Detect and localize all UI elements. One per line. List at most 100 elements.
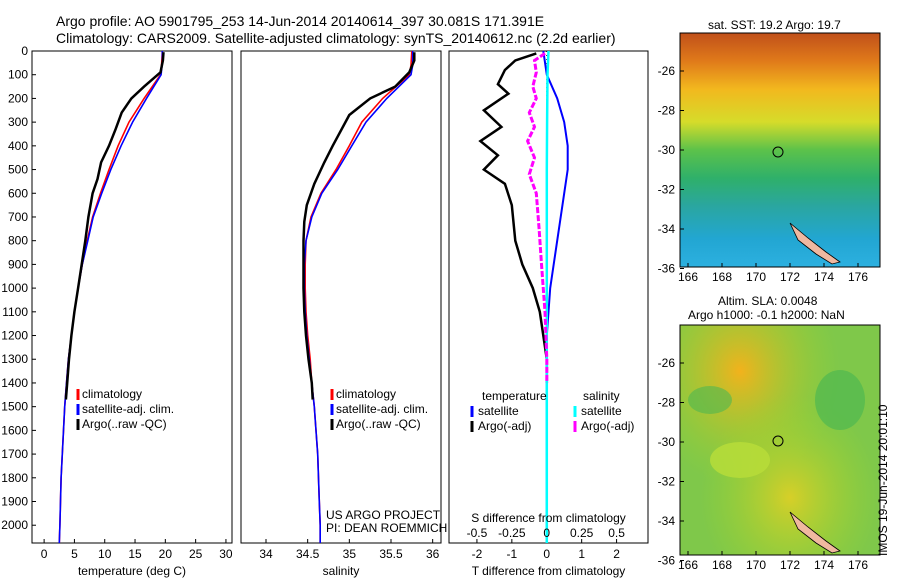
x-tick-label: 15 <box>128 547 142 561</box>
map-x-tick-label-sla: 176 <box>848 558 868 572</box>
panel-frame-2 <box>240 50 442 544</box>
map-y-tick-label-sla: -34 <box>658 514 676 528</box>
sla-map-title-1: Altim. SLA: 0.0048 <box>718 294 818 308</box>
sst-argo-marker <box>772 146 784 158</box>
map-x-tick-label-sla: 172 <box>780 558 800 572</box>
pi-credit: PI: DEAN ROEMMICH <box>326 521 448 535</box>
depth-tick-label: 1500 <box>1 400 28 414</box>
s-diff-tick-label: 0 <box>543 526 550 540</box>
project-credit: US ARGO PROJECT <box>326 508 441 522</box>
panel-frame-1 <box>31 50 233 544</box>
sla-map-frame <box>679 324 881 556</box>
map-y-tick-label-sst: -34 <box>658 222 676 236</box>
depth-tick-label: 1000 <box>1 281 28 295</box>
series-climatology-line-1 <box>58 50 164 544</box>
depth-tick-label: 300 <box>8 115 28 129</box>
map-x-tick-label-sst: 174 <box>814 270 834 284</box>
series-diff-line-4 <box>525 52 549 383</box>
x-tick-label: 0 <box>41 547 48 561</box>
depth-tick-label: 1400 <box>1 376 28 390</box>
legend-label: satellite <box>581 404 622 418</box>
map-x-tick-label-sst: 170 <box>746 270 766 284</box>
sst-map <box>679 32 881 268</box>
depth-tick-label: 400 <box>8 139 28 153</box>
s-diff-tick-label: 0.5 <box>608 526 625 540</box>
legend-label: Argo(..raw -QC) <box>336 417 421 431</box>
s-diff-tick-label: 0.25 <box>570 526 594 540</box>
x-tick-label: 36 <box>426 547 440 561</box>
map-x-tick-label-sst: 172 <box>780 270 800 284</box>
x-tick-label: 34 <box>259 547 273 561</box>
title-line-2: Climatology: CARS2009. Satellite-adjuste… <box>56 30 616 46</box>
series-diff-line-3 <box>545 50 550 543</box>
depth-tick-label: 1200 <box>1 329 28 343</box>
legend-label: Argo(-adj) <box>478 419 531 433</box>
timestamp-stamp: IMOS 19-Jun-2014 20:01:10 <box>876 404 890 556</box>
depth-tick-label: 2000 <box>1 518 28 532</box>
map-y-tick-label-sla: -32 <box>658 475 676 489</box>
s-diff-tick-label: -0.25 <box>498 526 526 540</box>
depth-tick-label: 1100 <box>2 305 28 319</box>
depth-tick-label: 1600 <box>1 423 28 437</box>
sst-map-field <box>680 33 880 267</box>
x-tick-label: 35 <box>343 547 357 561</box>
sst-coastline <box>789 222 841 265</box>
legend-label: Argo(-adj) <box>581 419 634 433</box>
map-x-tick-label-sla: 170 <box>746 558 766 572</box>
sla-map <box>679 324 881 556</box>
x-tick-label: 2 <box>613 547 620 561</box>
sla-map-title-2: Argo h1000: -0.1 h2000: NaN <box>688 308 845 322</box>
map-x-tick-label-sla: 166 <box>678 558 698 572</box>
map-y-tick-label-sst: -26 <box>658 64 676 78</box>
map-y-tick-label-sst: -28 <box>658 104 676 118</box>
series-argo-line-1 <box>64 52 165 400</box>
series-climatology-line-2 <box>304 50 413 543</box>
depth-tick-label: 1700 <box>1 447 28 461</box>
x-tick-label: -1 <box>507 547 518 561</box>
legend-label: climatology <box>336 387 396 401</box>
map-x-tick-label-sst: 168 <box>712 270 732 284</box>
s-diff-tick-label: -0.5 <box>467 526 488 540</box>
map-y-tick-label-sst: -30 <box>658 143 676 157</box>
map-y-tick-label-sla: -36 <box>658 554 676 568</box>
map-y-tick-label-sla: -30 <box>658 435 676 449</box>
depth-tick-label: 1300 <box>1 352 28 366</box>
map-x-tick-label-sla: 174 <box>814 558 834 572</box>
map-y-tick-label-sst: -36 <box>658 262 676 276</box>
map-x-tick-label-sst: 166 <box>678 270 698 284</box>
depth-tick-label: 500 <box>8 163 28 177</box>
map-x-tick-label-sla: 168 <box>712 558 732 572</box>
legend-t-head: temperature <box>482 389 547 403</box>
depth-tick-label: 1900 <box>1 495 28 509</box>
series-diff-line-2 <box>478 52 549 383</box>
depth-tick-label: 100 <box>8 68 28 82</box>
series-satellite-line-1 <box>58 51 164 544</box>
sla-argo-marker <box>772 435 784 447</box>
x-tick-label: -2 <box>472 547 483 561</box>
x-axis-label: temperature (deg C) <box>78 564 186 578</box>
x-tick-label: 34.5 <box>296 547 320 561</box>
x-tick-label: 1 <box>578 547 585 561</box>
depth-tick-label: 200 <box>8 91 28 105</box>
sla-coastline <box>789 511 841 554</box>
x-tick-label: 20 <box>159 547 173 561</box>
map-y-tick-label-sla: -26 <box>658 356 676 370</box>
series-argo-line-2 <box>302 52 416 400</box>
legend-label: satellite-adj. clim. <box>82 402 174 416</box>
depth-tick-label: 800 <box>8 234 28 248</box>
x-axis-label: T difference from climatology <box>472 564 626 578</box>
x-tick-label: 35.5 <box>379 547 403 561</box>
s-diff-axis-label: S difference from climatology <box>471 511 626 525</box>
series-satellite-line-2 <box>303 51 414 543</box>
panel-frame-3 <box>448 50 649 544</box>
depth-tick-label: 600 <box>8 186 28 200</box>
x-tick-label: 0 <box>543 547 550 561</box>
depth-tick-label: 1800 <box>1 471 28 485</box>
x-tick-label: 25 <box>189 547 203 561</box>
legend-label: Argo(..raw -QC) <box>82 417 167 431</box>
series-diff-line-1 <box>542 50 569 543</box>
sst-map-title: sat. SST: 19.2 Argo: 19.7 <box>708 18 841 32</box>
x-axis-label: salinity <box>323 564 360 578</box>
legend-s-head: salinity <box>583 389 620 403</box>
